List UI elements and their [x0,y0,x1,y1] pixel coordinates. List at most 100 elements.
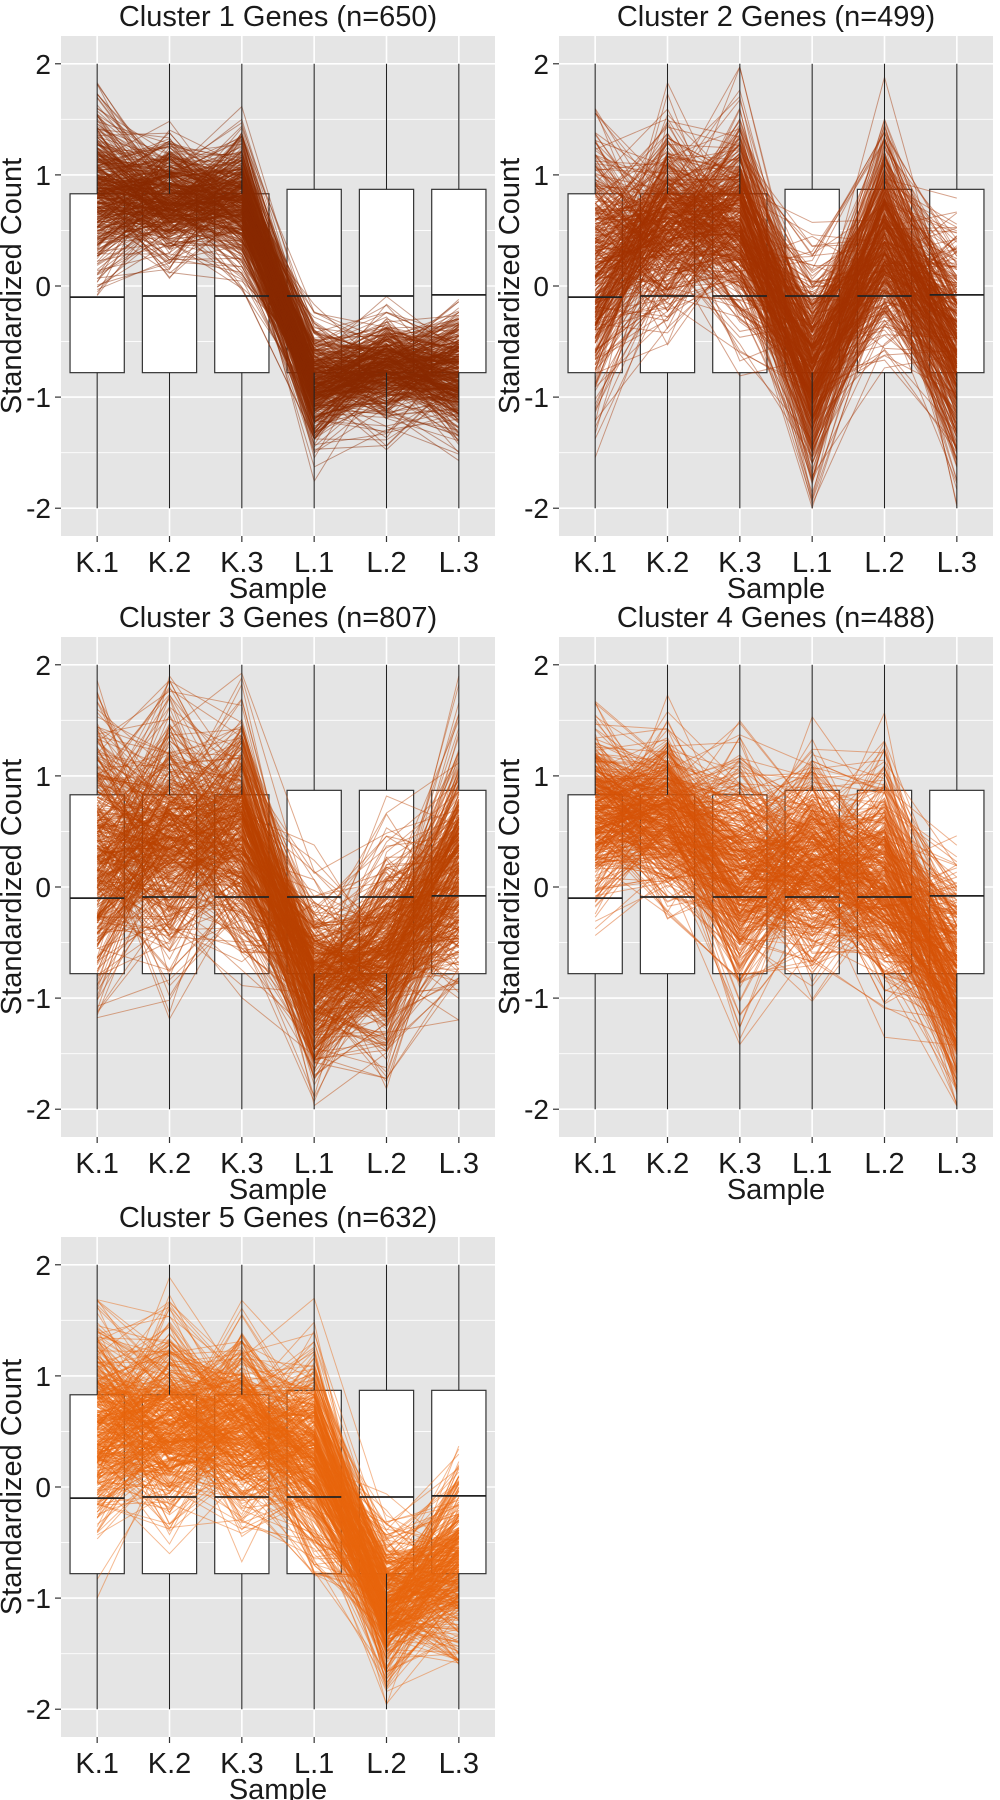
gene-line [97,802,460,1007]
gene-line [96,741,460,932]
gene-line [96,151,460,443]
gene-line [96,1355,459,1577]
gene-line [97,1397,459,1565]
gene-line [96,791,460,1052]
gene-line [96,844,460,1076]
gene-line [97,194,459,383]
gene-line [96,180,459,394]
gene-line [595,802,958,1025]
x-axis: K.1 K.2 K.3 L.1 L.2 L.3 [573,1137,977,1180]
gene-line [594,156,958,399]
gene-line [594,776,958,1030]
gene-line [595,806,958,977]
gene-line [96,693,460,1020]
gene-line [97,794,460,1004]
gene-line [96,141,460,440]
gene-line [595,764,958,1004]
gene-line [594,132,957,329]
gene-line [594,777,958,901]
gene-line [594,778,958,986]
gene-line [97,1414,460,1582]
boxplot-box [929,188,985,374]
gene-line [594,125,958,460]
gene-line [97,212,460,406]
gene-line [595,193,958,388]
gene-line [97,172,460,403]
gene-line [595,231,958,322]
gene-line [594,221,958,364]
gene-line [594,166,958,329]
gene-line [96,191,459,406]
gene-line [96,1411,460,1631]
gene-line [96,838,460,980]
y-tick-label: 0 [35,872,51,903]
gene-line [96,171,460,415]
gene-line [595,811,958,1013]
gene-line [96,778,460,988]
gene-line [96,820,460,983]
gene-line [96,785,460,1016]
gene-line [594,196,958,446]
gene-line [595,793,958,889]
gene-line [594,802,958,982]
gene-line [594,155,957,337]
gene-line [97,228,459,388]
gene-line [97,739,459,977]
gene-line [96,153,459,389]
gene-line [594,770,958,993]
gene-line [96,1333,460,1616]
gene-line [595,133,958,345]
gene-line [97,1427,459,1623]
gene-line [97,128,459,421]
gene-line [97,181,459,392]
gene-line [594,701,958,910]
gene-line [97,197,460,409]
y-tick-label: -1 [524,983,549,1014]
gene-line [97,1379,460,1619]
gene-line [96,1340,460,1635]
gene-line [96,1383,460,1601]
gene-line [96,768,460,963]
gene-line [595,781,958,936]
gene-line [96,1340,459,1617]
gene-line [594,771,957,907]
gene-line [594,184,958,351]
gene-line [594,193,958,356]
gene-line [594,826,958,974]
gene-line [594,222,958,341]
gene-line [96,706,460,971]
gene-line [594,117,958,334]
gene-line [594,203,958,386]
gene-line [594,188,958,411]
gene-line [594,206,957,426]
gene-line [97,153,460,433]
gene-line [96,778,460,965]
gene-line [97,713,460,1007]
gene-line [96,175,460,388]
gene-line [97,138,459,371]
gene-line [594,189,958,418]
boxplot-box [358,789,415,975]
gene-line [594,159,958,382]
gene-line [96,1402,460,1628]
gene-line [594,127,958,406]
gene-line [595,760,958,933]
gene-line [97,207,459,395]
y-tick-label: -2 [26,1094,51,1125]
gene-line [97,152,460,390]
y-axis-title: Standardized Count [0,1359,28,1615]
gene-line [595,753,958,1046]
gene-line [96,1390,460,1611]
gene-line [595,810,958,1045]
gene-line [97,726,460,1022]
gene-line [97,1403,460,1620]
gene-line [97,1388,460,1707]
y-tick-label: 0 [35,271,51,302]
gene-line [594,750,958,987]
gene-line [594,191,957,418]
gene-line [97,1405,460,1648]
gene-line [96,1308,459,1600]
gene-line [595,807,957,957]
gene-line [594,779,958,1023]
gene-line [96,1380,459,1563]
